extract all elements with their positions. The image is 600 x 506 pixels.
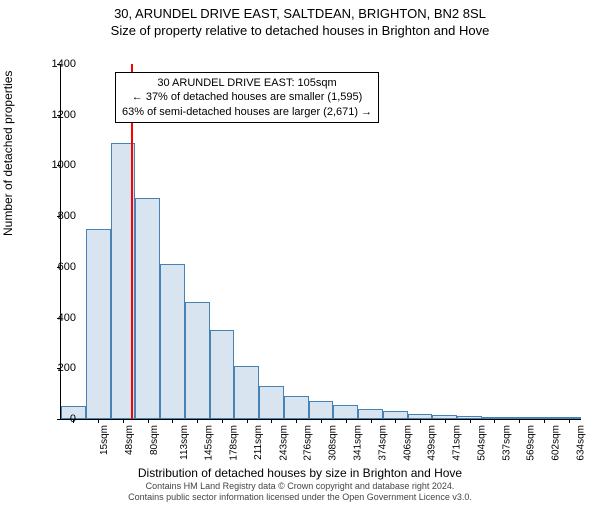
x-tick-mark <box>519 419 520 423</box>
x-tick-mark <box>148 419 149 423</box>
x-tick-label: 243sqm <box>278 425 289 461</box>
annotation-line-3: 63% of semi-detached houses are larger (… <box>122 105 372 119</box>
x-tick-label: 341sqm <box>353 425 364 461</box>
histogram-bar <box>333 405 358 419</box>
x-tick-mark <box>544 419 545 423</box>
x-tick-mark <box>569 419 570 423</box>
histogram-bar <box>135 198 160 419</box>
x-tick-label: 634sqm <box>575 425 586 461</box>
y-tick-label: 1400 <box>36 58 76 70</box>
x-tick-mark <box>445 419 446 423</box>
x-tick-mark <box>197 419 198 423</box>
x-tick-mark <box>321 419 322 423</box>
x-tick-label: 406sqm <box>402 425 413 461</box>
histogram-bar <box>160 264 185 419</box>
x-tick-mark <box>296 419 297 423</box>
x-tick-label: 211sqm <box>253 425 264 460</box>
y-tick-label: 600 <box>36 261 76 273</box>
x-tick-mark <box>346 419 347 423</box>
histogram-bar <box>309 401 334 419</box>
chart-title: 30, ARUNDEL DRIVE EAST, SALTDEAN, BRIGHT… <box>0 6 600 21</box>
histogram-bar <box>383 411 408 419</box>
x-axis-label: Distribution of detached houses by size … <box>0 466 600 480</box>
histogram-bar <box>234 366 259 419</box>
x-tick-mark <box>420 419 421 423</box>
x-tick-label: 48sqm <box>124 425 135 455</box>
x-tick-label: 308sqm <box>328 425 339 461</box>
x-tick-label: 602sqm <box>551 425 562 461</box>
x-tick-mark <box>371 419 372 423</box>
x-tick-label: 471sqm <box>452 425 463 461</box>
x-tick-mark <box>98 419 99 423</box>
histogram-bar <box>86 229 111 419</box>
x-tick-mark <box>395 419 396 423</box>
x-tick-label: 113sqm <box>179 425 190 460</box>
x-tick-mark <box>247 419 248 423</box>
y-tick-label: 1000 <box>36 159 76 171</box>
histogram-bar <box>185 302 210 419</box>
x-tick-mark <box>494 419 495 423</box>
footer-line-2: Contains public sector information licen… <box>0 492 600 503</box>
histogram-bar <box>210 330 235 419</box>
footer-line-1: Contains HM Land Registry data © Crown c… <box>0 481 600 492</box>
histogram-bar <box>259 386 284 419</box>
histogram-bar <box>358 409 383 419</box>
x-tick-label: 145sqm <box>204 425 215 461</box>
annotation-box: 30 ARUNDEL DRIVE EAST: 105sqm← 37% of de… <box>115 72 379 123</box>
annotation-line-1: 30 ARUNDEL DRIVE EAST: 105sqm <box>122 76 372 90</box>
chart-subtitle: Size of property relative to detached ho… <box>0 23 600 38</box>
histogram-bar <box>284 396 309 419</box>
x-tick-label: 80sqm <box>149 425 160 455</box>
x-tick-label: 15sqm <box>99 425 110 455</box>
x-tick-label: 374sqm <box>377 425 388 461</box>
y-tick-label: 400 <box>36 312 76 324</box>
x-tick-label: 569sqm <box>526 425 537 461</box>
x-tick-mark <box>172 419 173 423</box>
x-tick-mark <box>470 419 471 423</box>
x-tick-label: 178sqm <box>229 425 240 461</box>
annotation-line-2: ← 37% of detached houses are smaller (1,… <box>122 90 372 104</box>
y-tick-label: 0 <box>36 413 76 425</box>
x-tick-mark <box>271 419 272 423</box>
x-tick-label: 439sqm <box>427 425 438 461</box>
y-tick-label: 200 <box>36 362 76 374</box>
x-tick-label: 537sqm <box>501 425 512 461</box>
x-tick-mark <box>222 419 223 423</box>
x-tick-label: 276sqm <box>303 425 314 461</box>
x-tick-mark <box>123 419 124 423</box>
y-tick-label: 1200 <box>36 109 76 121</box>
x-tick-label: 504sqm <box>476 425 487 461</box>
y-axis-label: Number of detached properties <box>1 71 15 236</box>
y-tick-label: 800 <box>36 210 76 222</box>
